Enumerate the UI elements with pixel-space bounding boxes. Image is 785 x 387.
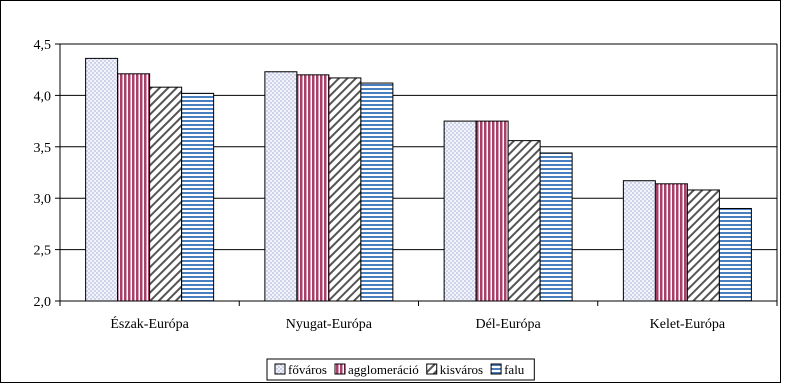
- y-tick-label: 3,5: [34, 141, 52, 156]
- bar-falu-Észak-Európa: [181, 92, 215, 302]
- legend-swatch-agglomeráció: [334, 363, 346, 375]
- bar-falu-Dél-Európa: [539, 152, 573, 302]
- bar-falu-Kelet-Európa: [718, 207, 752, 302]
- x-tick-label: Nyugat-Európa: [286, 317, 373, 332]
- x-tick-label: Kelet-Európa: [650, 317, 726, 332]
- bar-főváros-Észak-Európa: [85, 57, 119, 302]
- legend-swatch-falu: [490, 363, 502, 375]
- bar-kisváros-Észak-Európa: [149, 86, 183, 302]
- y-tick-label: 2,0: [34, 295, 52, 310]
- y-axis-ticks: 2,0 2,5 3,0 3,5 4,0 4,5: [34, 38, 60, 310]
- legend: főváros agglomeráció kisváros falu: [266, 358, 535, 381]
- legend-label-főváros: főváros: [288, 362, 327, 377]
- legend-label-kisváros: kisváros: [440, 362, 483, 377]
- bar-kisváros-Nyugat-Európa: [328, 77, 362, 302]
- legend-label-agglomeráció: agglomeráció: [348, 362, 419, 377]
- legend-box: [266, 358, 535, 381]
- bar-agglomeráció-Nyugat-Európa: [296, 74, 330, 302]
- bar-főváros-Nyugat-Európa: [264, 71, 298, 302]
- bar-kisváros-Kelet-Európa: [686, 189, 720, 302]
- axes: [59, 44, 778, 306]
- legend-label-falu: falu: [504, 362, 525, 377]
- bar-főváros-Dél-Európa: [443, 120, 477, 302]
- bar-agglomeráció-Kelet-Európa: [654, 183, 688, 302]
- bar-agglomeráció-Dél-Európa: [475, 120, 509, 302]
- y-tick-label: 2,5: [34, 244, 52, 259]
- y-tick-label: 4,5: [34, 38, 52, 53]
- legend-swatch-kisváros: [426, 363, 438, 375]
- bar-kisváros-Dél-Európa: [507, 140, 541, 302]
- x-tick-label: Dél-Európa: [475, 317, 541, 332]
- bar-falu-Nyugat-Európa: [360, 82, 394, 302]
- y-tick-label: 4,0: [34, 89, 52, 104]
- x-axis-labels: Észak-Európa Nyugat-Európa Dél-Európa Kelet…: [110, 315, 725, 332]
- legend-swatch-főváros: [274, 363, 286, 375]
- bar-főváros-Kelet-Európa: [622, 180, 656, 302]
- x-tick-label: Észak-Európa: [110, 315, 189, 332]
- y-tick-label: 3,0: [34, 192, 52, 207]
- bar-agglomeráció-Észak-Európa: [117, 73, 151, 302]
- bars: [85, 57, 752, 302]
